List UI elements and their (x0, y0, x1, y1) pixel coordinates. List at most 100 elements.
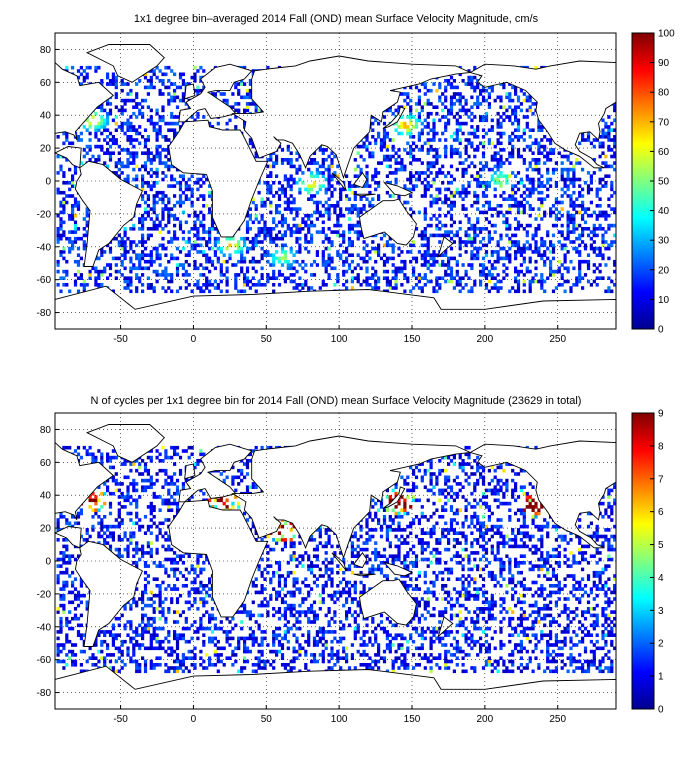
data-cell (409, 177, 413, 182)
data-cell (193, 88, 197, 93)
data-cell (161, 200, 165, 205)
data-cell (374, 167, 378, 172)
data-cell (158, 151, 162, 155)
data-cell (231, 263, 235, 267)
data-cell (155, 144, 159, 149)
data-cell (449, 148, 454, 152)
data-cell (324, 283, 328, 287)
data-cell (170, 115, 174, 119)
data-cell (505, 210, 509, 215)
data-cell (196, 85, 200, 90)
data-cell (420, 230, 424, 234)
data-cell (371, 121, 375, 126)
data-cell (414, 184, 419, 188)
data-cell (508, 240, 512, 244)
data-cell (563, 177, 567, 182)
data-cell (566, 220, 570, 225)
data-cell (420, 144, 424, 149)
data-cell (388, 283, 392, 287)
data-cell (458, 240, 462, 244)
data-cell (461, 131, 465, 136)
data-cell (117, 256, 121, 261)
data-cell (59, 250, 63, 254)
data-cell (563, 279, 567, 284)
data-cell (356, 207, 360, 211)
data-cell (470, 125, 474, 129)
data-cell (417, 276, 421, 280)
data-cell (257, 279, 261, 284)
data-cell (336, 223, 340, 228)
data-cell (283, 233, 287, 238)
data-cell (426, 243, 430, 248)
continent-outline (353, 193, 376, 197)
data-cell (85, 210, 89, 215)
data-cell (505, 95, 509, 100)
data-cell (202, 283, 206, 287)
data-cell (257, 220, 261, 225)
data-cell (487, 181, 491, 185)
data-cell (175, 273, 180, 277)
data-cell (359, 266, 363, 271)
data-cell (458, 121, 462, 126)
data-cell (426, 181, 430, 185)
data-cell (566, 154, 570, 159)
data-cell (420, 286, 424, 290)
data-cell (537, 181, 541, 185)
data-cell (537, 151, 541, 155)
data-cell (73, 273, 78, 277)
data-cell (592, 144, 596, 149)
data-cell (595, 233, 599, 238)
data-cell (467, 220, 471, 225)
data-cell (286, 177, 290, 182)
data-cell (554, 286, 558, 290)
data-cell (257, 240, 261, 244)
data-cell (406, 141, 410, 146)
data-cell (479, 161, 483, 165)
data-cell (551, 269, 556, 274)
data-cell (557, 283, 561, 287)
data-cell (581, 276, 585, 280)
data-cell (129, 256, 133, 261)
data-cell (339, 243, 343, 248)
data-cell (59, 154, 63, 159)
data-cell (161, 161, 165, 165)
data-cell (181, 236, 185, 241)
data-cell (461, 190, 465, 195)
data-cell (228, 243, 232, 248)
data-cell (531, 128, 535, 132)
data-cell (444, 85, 448, 90)
data-cell (449, 194, 454, 198)
data-cell (97, 144, 101, 149)
data-cell (330, 194, 334, 198)
data-cell (514, 253, 518, 257)
data-cell (479, 174, 483, 178)
data-cell (420, 194, 424, 198)
data-cell (117, 151, 121, 155)
data-cell (330, 243, 334, 248)
data-cell (356, 230, 360, 234)
data-cell (161, 207, 165, 211)
data-cell (356, 263, 360, 267)
data-cell (470, 95, 474, 100)
data-cell (310, 286, 314, 290)
data-cell (108, 266, 113, 271)
data-cell (598, 227, 602, 231)
data-cell (534, 161, 538, 165)
data-cell (353, 194, 357, 198)
data-cell (525, 240, 529, 244)
data-cell (423, 256, 427, 261)
data-cell (449, 256, 454, 261)
data-cell (327, 246, 331, 251)
data-cell (167, 79, 171, 83)
data-cell (251, 197, 255, 201)
data-cell (216, 236, 220, 241)
continent-outline (359, 198, 417, 246)
data-cell (164, 269, 168, 274)
data-cell (342, 283, 346, 287)
data-cell (569, 240, 573, 244)
data-cell (126, 125, 130, 129)
data-cell (312, 273, 317, 277)
data-cell (525, 115, 529, 119)
data-cell (388, 158, 392, 162)
data-cell (572, 174, 576, 178)
